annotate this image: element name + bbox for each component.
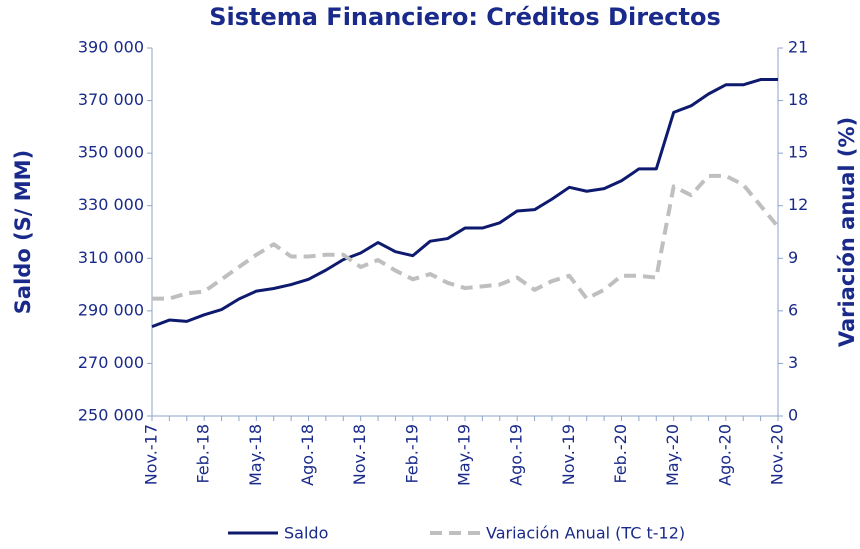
legend-label: Variación Anual (TC t-12) — [486, 524, 685, 543]
y-tick-label: 270 000 — [78, 353, 144, 372]
y2-tick-label: 3 — [788, 353, 798, 372]
y-axis-title: Saldo (S/ MM) — [11, 150, 35, 314]
x-tick-label: Ago.-19 — [507, 424, 526, 486]
y2-axis-title: Variación anual (%) — [835, 117, 859, 347]
y-tick-label: 310 000 — [78, 248, 144, 267]
y2-tick-label: 21 — [788, 38, 808, 57]
y-tick-label: 390 000 — [78, 38, 144, 57]
legend-label: Saldo — [284, 524, 328, 543]
y-tick-label: 330 000 — [78, 195, 144, 214]
y2-tick-label: 9 — [788, 248, 798, 267]
x-tick-label: Feb.-18 — [194, 424, 213, 484]
x-tick-label: May.-19 — [455, 424, 474, 486]
y2-tick-label: 18 — [788, 90, 808, 109]
y-tick-label: 350 000 — [78, 143, 144, 162]
x-tick-label: Nov.-20 — [768, 424, 787, 485]
y-tick-label: 370 000 — [78, 90, 144, 109]
y-tick-label: 250 000 — [78, 406, 144, 425]
x-tick-label: Nov.-19 — [559, 424, 578, 485]
x-tick-label: Ago.-18 — [298, 424, 317, 486]
x-tick-label: Feb.-20 — [611, 424, 630, 484]
x-tick-label: Feb.-19 — [402, 424, 421, 484]
y-tick-label: 290 000 — [78, 300, 144, 319]
x-tick-label: May.-18 — [246, 424, 265, 486]
x-tick-label: Nov.-17 — [142, 424, 161, 485]
series-line — [152, 173, 780, 301]
x-tick-label: Nov.-18 — [350, 424, 369, 485]
y2-tick-label: 15 — [788, 143, 808, 162]
chart-title: Sistema Financiero: Créditos Directos — [209, 3, 721, 31]
x-tick-label: Ago.-20 — [715, 424, 734, 486]
y2-tick-label: 6 — [788, 300, 798, 319]
x-tick-label: May.-20 — [663, 424, 682, 486]
y2-tick-label: 12 — [788, 195, 808, 214]
series-line — [151, 78, 778, 329]
y2-tick-label: 0 — [788, 406, 798, 425]
